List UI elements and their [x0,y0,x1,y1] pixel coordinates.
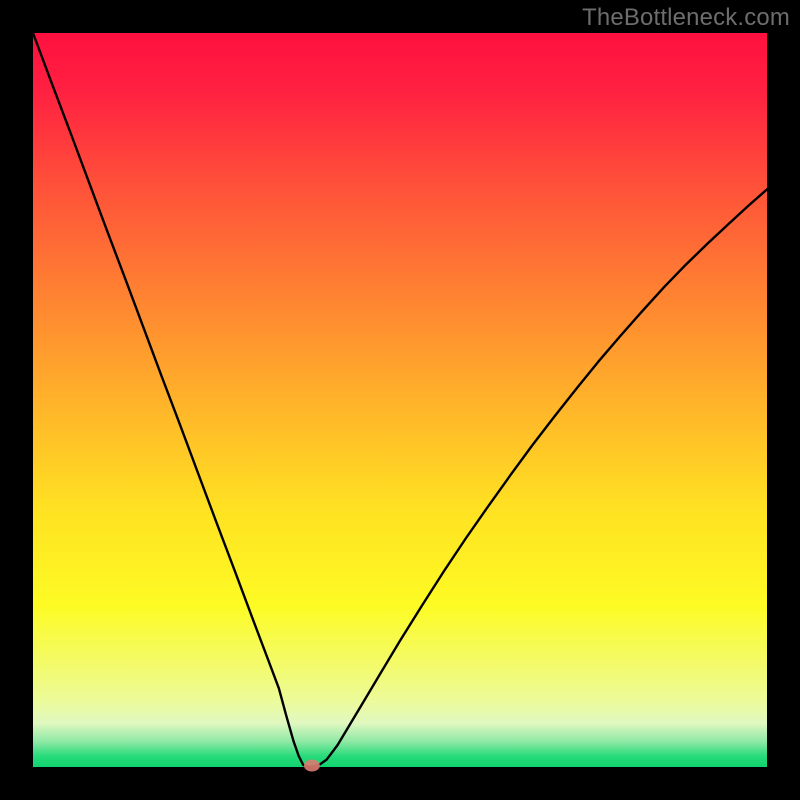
minimum-marker [304,760,320,772]
plot-area-gradient [33,33,767,767]
watermark-text: TheBottleneck.com [582,4,790,32]
chart-container: TheBottleneck.com [0,0,800,800]
bottleneck-curve-chart [0,0,800,800]
